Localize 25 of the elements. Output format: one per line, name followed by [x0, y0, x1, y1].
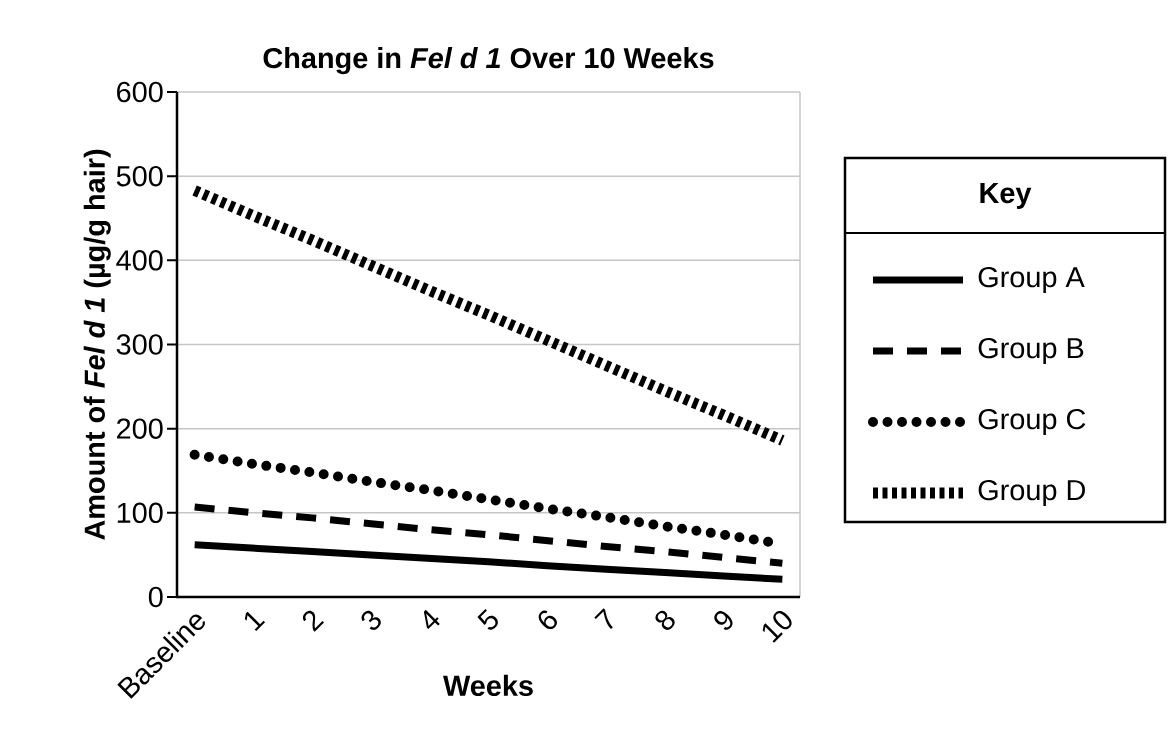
legend-label: Group A — [978, 266, 1085, 294]
y-tick-label: 400 — [116, 250, 163, 271]
x-tick-label: 7 — [594, 608, 613, 630]
legend-label: Group B — [978, 337, 1084, 365]
legend-label: Group D — [978, 479, 1085, 507]
y-tick-label: 500 — [116, 165, 163, 187]
x-tick-label: 1 — [244, 611, 266, 632]
y-tick-label: 300 — [116, 334, 163, 355]
x-tick-label: 4 — [423, 609, 440, 630]
y-axis-title: Amount of Fel d 1 (µg/g hair) — [83, 149, 111, 540]
legend-title: Key — [980, 183, 1032, 209]
y-tick-label: 100 — [117, 502, 163, 524]
x-tick-label: 6 — [538, 610, 557, 630]
chart-title: Change in Fel d 1 Over 10 Weeks — [263, 47, 714, 75]
x-tick-label: 10 — [762, 610, 792, 643]
x-tick-label: 8 — [655, 610, 675, 630]
x-tick-label: 5 — [477, 608, 498, 630]
y-tick-label: 0 — [148, 586, 163, 608]
x-tick-label: 2 — [302, 610, 325, 632]
y-tick-label: 600 — [117, 81, 163, 103]
x-tick-label: 3 — [361, 610, 381, 630]
legend-label: Group C — [978, 408, 1086, 436]
y-tick-label: 200 — [117, 418, 163, 439]
x-tick-label: 9 — [714, 611, 733, 630]
x-axis-title: Weeks — [443, 674, 533, 697]
